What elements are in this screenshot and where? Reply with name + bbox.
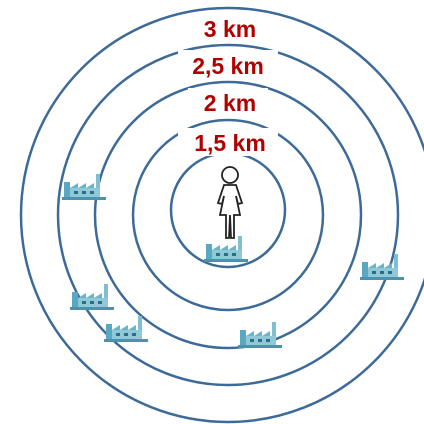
factory-icon <box>104 316 148 342</box>
factory-icon <box>204 236 248 262</box>
ring-2-5km <box>56 43 400 387</box>
ring-2km <box>93 80 363 350</box>
ring-label: 1,5 km <box>194 130 266 156</box>
factory-icon <box>238 322 282 348</box>
label-bg <box>178 128 278 156</box>
label-bg <box>178 50 278 78</box>
factory-icon <box>360 254 404 280</box>
person-icon <box>216 166 244 239</box>
ring-label: 3 km <box>204 16 256 42</box>
factory-icon <box>62 174 106 200</box>
ring-1-5km <box>131 118 325 312</box>
ring-label: 2,5 km <box>192 53 264 79</box>
ring-label: 2 km <box>204 90 256 116</box>
ring-3km <box>19 6 424 424</box>
label-bg <box>188 14 268 42</box>
label-bg <box>188 88 268 116</box>
factory-icon <box>70 284 114 310</box>
